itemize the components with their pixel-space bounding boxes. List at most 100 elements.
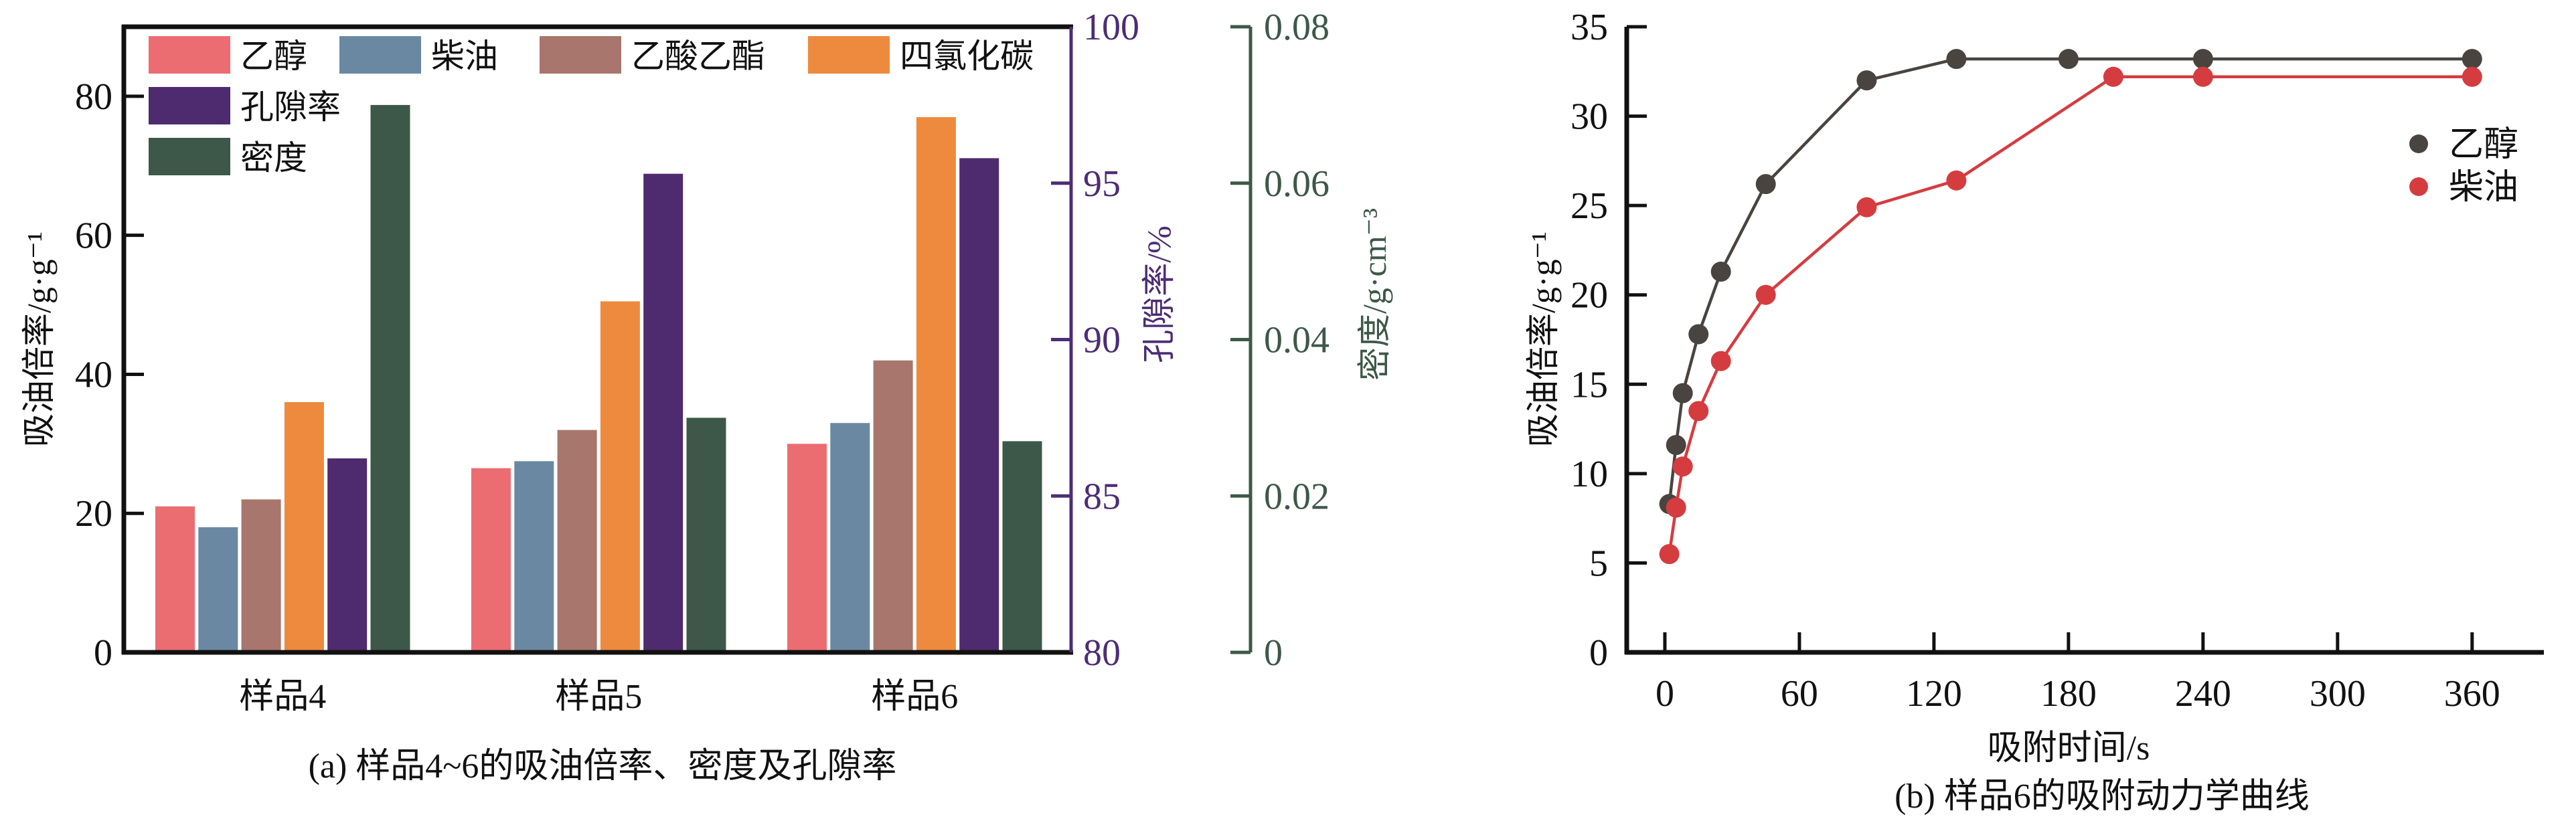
b-x-tick-label: 180 [2040, 673, 2097, 715]
category-label: 样品6 [871, 678, 958, 716]
bar-porosity-sample6 [959, 158, 999, 652]
porosity-axis-tick-label: 90 [1083, 320, 1121, 361]
b-y-tick-label: 0 [1589, 632, 1608, 674]
point-diesel-200s [2103, 66, 2123, 87]
bar-carbon-tetrachloride-sample5 [600, 301, 640, 652]
bar-ethyl-acetate-sample5 [557, 430, 597, 652]
density-axis-tick-label: 0.04 [1264, 320, 1330, 361]
legend-swatch-ethanol [149, 36, 230, 74]
point-diesel-2s [1659, 544, 1680, 565]
legend-swatch-ethyl-acetate [540, 36, 621, 74]
b-x-tick-label: 0 [1656, 673, 1674, 715]
bar-density-sample5 [686, 418, 726, 652]
density-axis-title: 密度/g·cm⁻³ [1356, 208, 1393, 381]
b-x-tick-label: 240 [2175, 673, 2231, 715]
point-diesel-360s [2462, 66, 2482, 87]
legend-label-diesel: 柴油 [2449, 169, 2518, 207]
bar-ethyl-acetate-sample4 [241, 499, 281, 652]
legend-swatch-carbon-tetrachloride [808, 36, 890, 74]
b-x-tick-label: 120 [1906, 673, 1962, 715]
point-diesel-15s [1688, 401, 1709, 422]
point-diesel-8s [1672, 456, 1693, 477]
point-diesel-45s [1755, 284, 1776, 305]
b-y-tick-label: 20 [1571, 275, 1608, 316]
point-ethanol-15s [1688, 324, 1709, 345]
point-ethanol-45s [1755, 174, 1776, 195]
density-axis-tick-label: 0 [1264, 632, 1283, 674]
left-axis-tick-label: 60 [75, 215, 112, 257]
b-x-tick-label: 300 [2310, 673, 2366, 715]
left-axis-tick-label: 20 [75, 493, 112, 535]
b-y-tick-label: 35 [1571, 7, 1608, 48]
legend-swatch-density [149, 138, 230, 175]
bar-ethanol-sample6 [787, 444, 827, 652]
density-axis-tick-label: 0.08 [1264, 7, 1330, 48]
line-diesel [1668, 75, 2472, 555]
b-y-tick-label: 15 [1571, 364, 1608, 405]
porosity-axis-tick-label: 85 [1083, 476, 1121, 517]
legend-label-diesel: 柴油 [431, 37, 498, 75]
bar-density-sample6 [1002, 441, 1042, 652]
bar-diesel-sample4 [198, 527, 238, 652]
bar-ethanol-sample5 [471, 468, 511, 652]
bar-porosity-sample4 [327, 458, 368, 652]
legend-swatch-porosity [149, 87, 230, 124]
caption-a: (a) 样品4~6的吸油倍率、密度及孔隙率 [309, 747, 897, 786]
b-y-tick-label: 10 [1571, 454, 1608, 495]
caption-b: (b) 样品6的吸附动力学曲线 [1895, 777, 2310, 816]
point-diesel-240s [2192, 66, 2213, 87]
point-ethanol-360s [2462, 49, 2482, 70]
legend-swatch-diesel [339, 36, 421, 74]
legend-dot-ethanol [2409, 134, 2428, 153]
panel-b: 0 5 10 15 20 25 30 35 0 60 120 180 240 300 360 乙醇柴油吸附时间… [1524, 7, 2544, 816]
legend-label-density: 密度 [240, 139, 307, 177]
point-ethanol-8s [1672, 383, 1693, 403]
porosity-axis-tick-label: 95 [1083, 163, 1121, 205]
b-y-tick-label: 25 [1571, 185, 1608, 227]
point-diesel-5s [1666, 497, 1686, 518]
left-axis-tick-label: 0 [94, 632, 112, 674]
bars [155, 104, 1042, 653]
bar-ethanol-sample4 [155, 506, 195, 652]
b-y-tick-label: 30 [1571, 96, 1608, 138]
point-ethanol-240s [2192, 49, 2213, 70]
line-ethanol [1668, 57, 2472, 504]
category-label: 样品5 [555, 678, 642, 716]
b-x-axis-title: 吸附时间/s [1988, 729, 2150, 767]
legend-label-porosity: 孔隙率 [240, 88, 341, 126]
bar-carbon-tetrachloride-sample6 [916, 117, 956, 653]
legend-label-ethyl-acetate: 乙酸乙酯 [631, 37, 765, 75]
left-axis-tick-label: 80 [75, 76, 112, 118]
bar-carbon-tetrachloride-sample4 [284, 402, 324, 652]
porosity-axis-title: 孔隙率/% [1140, 225, 1178, 363]
bar-diesel-sample5 [514, 461, 554, 652]
legend-label-ethanol: 乙醇 [2449, 126, 2518, 164]
point-ethanol-5s [1666, 435, 1686, 456]
legend-dot-diesel [2409, 177, 2428, 196]
b-y-tick-label: 5 [1589, 543, 1608, 584]
point-ethanol-90s [1856, 70, 1877, 91]
bar-porosity-sample5 [643, 173, 683, 652]
bar-ethyl-acetate-sample6 [873, 360, 913, 652]
density-axis-tick-label: 0.06 [1264, 163, 1330, 205]
b-x-tick-label: 60 [1781, 673, 1818, 715]
bar-density-sample4 [370, 104, 410, 652]
density-axis-tick-label: 0.02 [1264, 476, 1330, 517]
porosity-axis-tick-label: 100 [1083, 7, 1139, 48]
point-diesel-90s [1856, 197, 1877, 217]
point-ethanol-130s [1946, 49, 1967, 70]
b-y-axis-title: 吸油倍率/g·g⁻¹ [1524, 232, 1562, 447]
category-label: 样品4 [239, 678, 326, 716]
point-ethanol-25s [1710, 262, 1731, 282]
point-diesel-130s [1946, 170, 1967, 191]
left-axis-tick-label: 40 [75, 354, 112, 395]
panel-a: 0 20 40 60 80 80 85 90 95 100 0 0.02 0.04 0.06 0.08 样品4… [20, 7, 1393, 786]
point-diesel-25s [1710, 351, 1731, 371]
b-x-tick-label: 360 [2444, 673, 2500, 715]
legend-label-ethanol: 乙醇 [240, 37, 307, 75]
porosity-axis-tick-label: 80 [1083, 632, 1121, 674]
